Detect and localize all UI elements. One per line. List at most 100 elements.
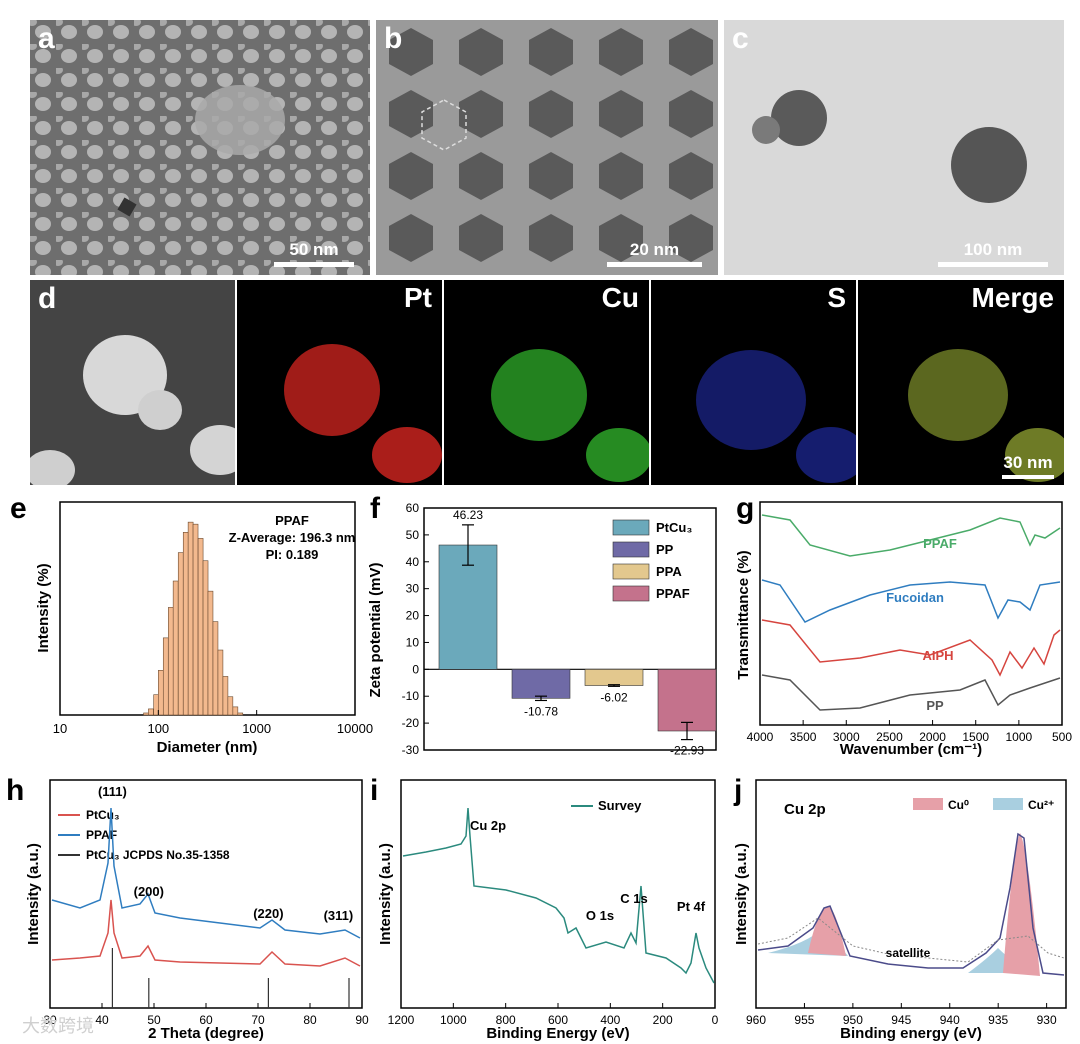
h-series-ptcu3 [51,899,361,967]
j-peak-cu0-right [1003,833,1040,976]
f-bar-ptcu3 [438,544,498,670]
h-xtick-label: 30 [43,1013,57,1027]
f-ytick-label: 20 [406,609,420,623]
e-bar [143,712,149,716]
e-bar [207,590,214,716]
e-bar [182,531,189,716]
j-peak-cu0-left [808,906,846,956]
h-peak-label: (111) [98,784,127,799]
plot-frame-g [759,501,1063,726]
g-xtick-label: 1000 [1006,730,1033,744]
eds-pt-image [284,344,442,483]
panel-label-h: h [6,774,24,807]
e-bar [187,521,194,716]
eds-label-pt: Pt [404,282,432,313]
e-bar [232,706,239,716]
g-xtick-label: 3500 [790,730,817,744]
eds-s-image [696,350,856,483]
scale-bar-a: 50 nm [274,240,354,267]
f-ytick-label: 50 [406,528,420,542]
e-xtick-label: 10 [53,721,67,736]
f-legend-swatch [612,585,650,602]
g-xlabel: Wavenumber (cm⁻¹) [840,741,982,758]
j-xtick-label: 945 [891,1013,911,1027]
i-xtick-label: 400 [600,1013,620,1027]
e-bar [237,712,244,716]
panel-label-c: c [732,22,749,55]
h-series-ppaf [51,807,361,939]
j-ylabel: Intensity (a.u.) [733,843,750,945]
plot-frame-j [755,779,1067,1009]
e-bar [227,696,234,716]
g-label-pp: PP [926,698,944,713]
j-legend-cu0: Cu⁰ [948,798,969,812]
f-legend-swatch [612,563,650,580]
f-value-label: -6.02 [600,690,628,704]
chart-h-xrd: h PtCu₃ PPAF PtCu₃ JCPDS No.35-1358 (111… [6,774,369,1042]
chart-j-xps-cu2p: j Cu 2p Cu⁰ Cu²⁺ satellite 960 955 950 945 9… [733,774,1067,1042]
haadf-panel-d: d [30,280,235,485]
scale-bar-d: 30 nm [1002,453,1054,479]
g-xtick-label: 2500 [876,730,903,744]
e-annotation-zavg: Z-Average: 196.3 nm [229,530,356,545]
plot-frame-i [400,779,716,1009]
tem-panel-a: a 50 nm [30,20,370,275]
g-xtick-label: 500 [1052,730,1072,744]
panel-label-e: e [10,492,27,525]
e-bar [172,580,179,716]
i-annotation-pt4f: Pt 4f [677,899,706,914]
i-annotation-cu2p: Cu 2p [470,818,506,833]
panel-label-b: b [384,22,403,55]
panel-label-i: i [370,774,378,807]
h-xtick-label: 60 [199,1013,213,1027]
i-xtick-label: 1200 [388,1013,415,1027]
h-xtick-label: 90 [355,1013,369,1027]
g-label-ppaf: PPAF [923,536,957,551]
tem-panel-b: b 20 nm [376,20,718,275]
e-bar [148,708,154,716]
e-xtick-label: 10000 [337,721,373,736]
h-xlabel: 2 Theta (degree) [148,1025,264,1042]
j-legend-cu2: Cu²⁺ [1028,798,1054,812]
g-series-ppaf [761,514,1061,557]
g-xtick-label: 1500 [962,730,989,744]
eds-cu-map: Cu [444,280,649,485]
e-bar [162,637,169,716]
f-bar-ppa [584,669,644,686]
chart-g-ftir: g PPAF Fucoidan AIPH PP 4000 3500 3000 2500… [735,492,1072,758]
tem-image-b [376,20,718,275]
tem-panel-c: c 100 nm [724,20,1064,275]
eds-label-s: S [827,282,846,313]
h-legend-jcpds: PtCu₃ JCPDS No.35-1358 [86,848,230,862]
j-xtick-label: 960 [746,1013,766,1027]
f-legend-swatch [612,541,650,558]
chart-i-xps-survey: i Survey Cu 2p O 1s C 1s Pt 4f 1200 1000 8… [370,774,719,1042]
scale-label-a: 50 nm [289,240,339,259]
h-peak-label: (200) [134,884,164,899]
h-peak-label: (311) [324,908,354,923]
j-legend-swatch-cu0 [913,798,943,810]
e-bar [177,552,184,716]
f-legend-label: PPAF [656,586,690,601]
j-legend-swatch-cu2 [993,798,1023,810]
h-xtick-label: 70 [251,1013,265,1027]
e-xlabel: Diameter (nm) [157,739,258,756]
g-xtick-label: 4000 [747,730,774,744]
h-xtick-label: 40 [95,1013,109,1027]
e-xtick-label: 1000 [242,721,271,736]
h-peak-label: (220) [253,906,283,921]
watermark: 大数跨境 [22,1016,94,1036]
j-xtick-label: 950 [843,1013,863,1027]
j-xtick-label: 955 [794,1013,814,1027]
scale-bar-b: 20 nm [607,240,702,267]
f-bar-ppaf [657,669,717,732]
f-value-label: -22.93 [670,744,704,758]
e-bar [202,560,209,716]
e-xtick-label: 100 [147,721,169,736]
i-ylabel: Intensity (a.u.) [377,843,394,945]
f-value-label: 46.23 [453,508,483,522]
panel-label-a: a [38,22,55,55]
chart-f-zeta-potential: f -30 -20 -10 0 10 20 30 40 50 60 46.23 -10.78 -6.0… [367,492,717,758]
i-xlabel: Binding Energy (eV) [486,1025,629,1042]
j-title: Cu 2p [784,801,826,818]
